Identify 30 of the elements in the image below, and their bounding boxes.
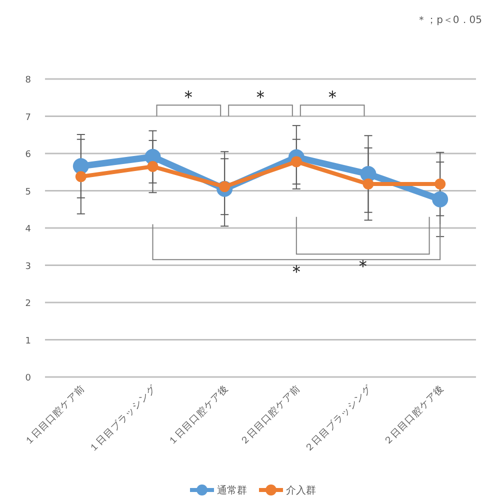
annotation: ＊ <box>323 87 342 108</box>
legend-label: 通常群 <box>217 484 247 496</box>
x-tick-label: １日目ブラッシング <box>86 382 160 455</box>
y-tick-label: 0 <box>25 374 32 384</box>
y-tick-label: 2 <box>25 299 31 309</box>
y-tick-label: 5 <box>25 187 31 198</box>
x-tick-label: ２日目口腔ケア前 <box>237 382 303 448</box>
x-tick-label: ２日目口腔ケア後 <box>381 382 446 448</box>
x-tick-label: ２日目ブラッシング <box>302 382 376 455</box>
point <box>362 178 374 190</box>
y-tick-label: 4 <box>25 224 32 234</box>
annotation: ＊ <box>287 262 306 283</box>
point <box>75 171 86 182</box>
annotation: ＊ <box>354 256 372 278</box>
point <box>290 156 302 168</box>
y-tick-label: 6 <box>25 150 32 160</box>
point <box>432 191 448 208</box>
x-tick-label: １日目口腔ケア後 <box>166 382 231 448</box>
y-tick-label: 1 <box>25 336 31 346</box>
y-tick-label: 7 <box>25 112 31 123</box>
point <box>434 178 446 190</box>
point <box>147 161 158 172</box>
x-tick-label: １日目口腔ケア前 <box>22 382 88 448</box>
annotation: ＊ <box>252 87 270 108</box>
text: ＊；p＜0．05 <box>416 15 482 26</box>
legend-label: 介入群 <box>286 484 316 496</box>
annotation: ＊ <box>180 87 198 108</box>
y-tick-label: 3 <box>25 262 31 272</box>
point <box>72 158 89 174</box>
y-tick-label: 8 <box>25 76 32 86</box>
